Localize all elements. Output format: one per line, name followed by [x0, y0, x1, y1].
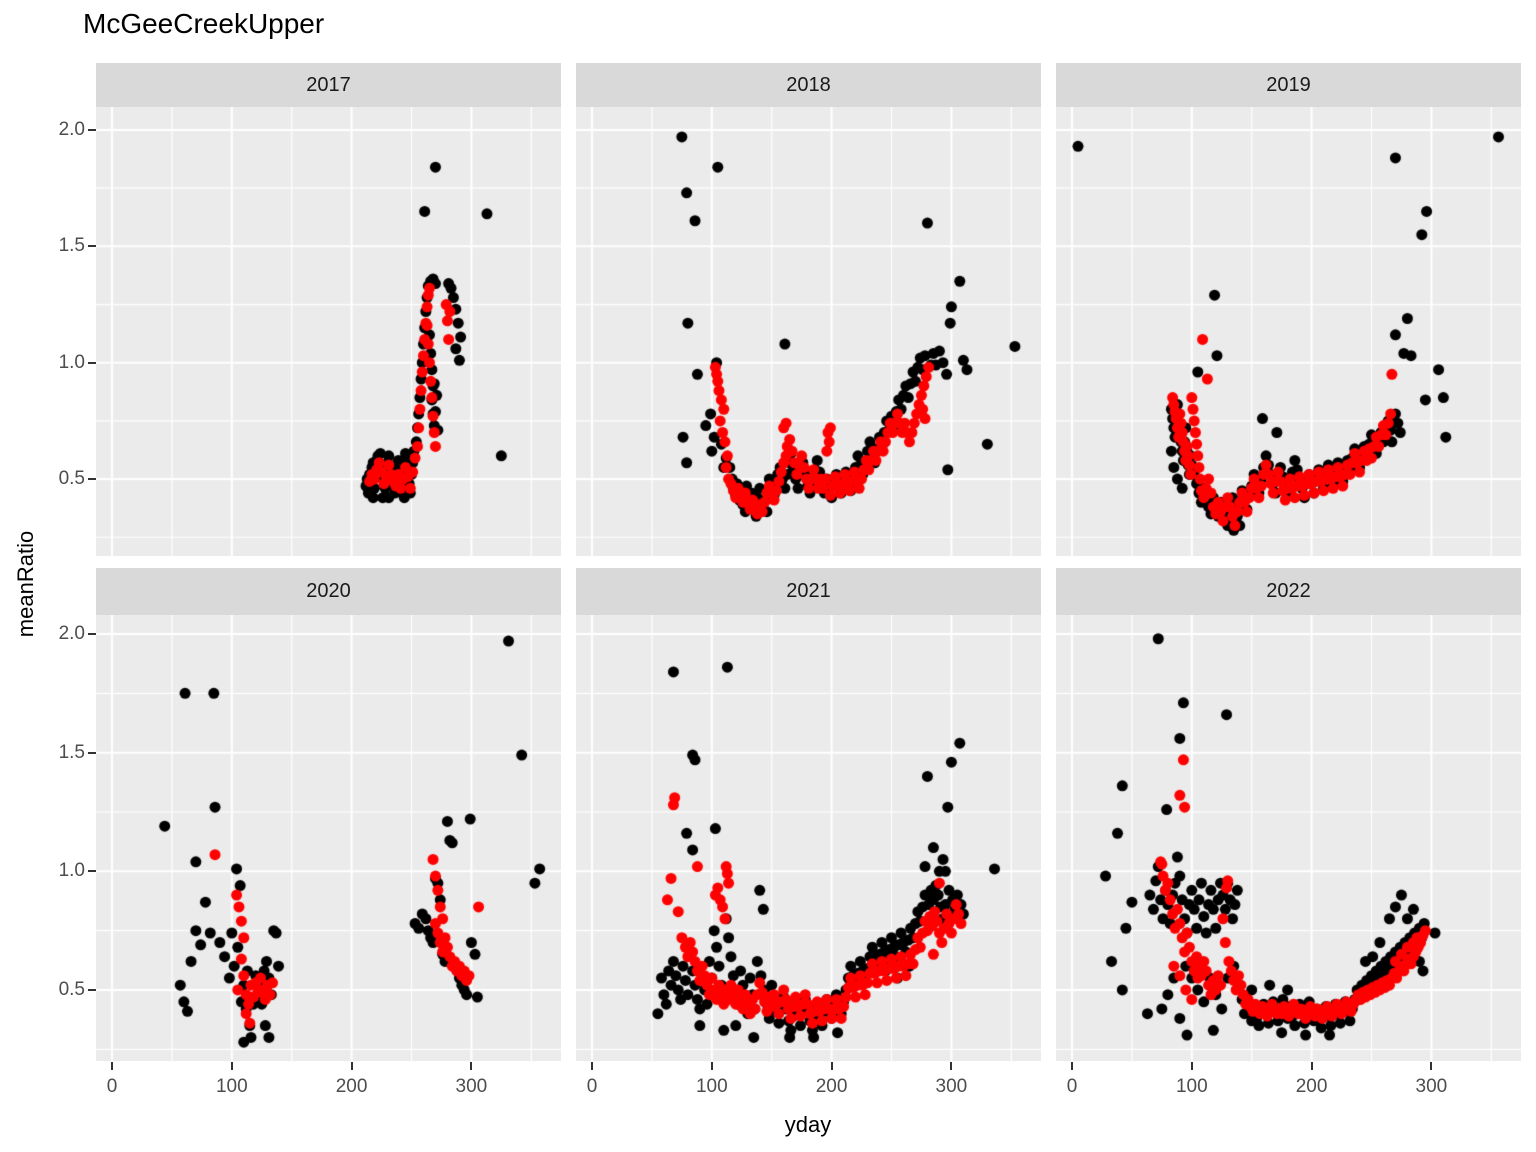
x-tick-mark — [230, 1062, 233, 1070]
y-tick-mark — [88, 633, 96, 635]
facet-strip-2020: 2020 — [96, 568, 561, 615]
facet-strip-2019: 2019 — [1056, 63, 1521, 107]
facet-strip-2022: 2022 — [1056, 568, 1521, 615]
x-tick-mark — [830, 1062, 833, 1070]
facet-panel-2018 — [576, 107, 1041, 556]
y-tick-label: 1.5 — [58, 741, 85, 763]
x-tick-label: 0 — [586, 1076, 598, 1097]
x-tick-label: 100 — [695, 1076, 728, 1097]
y-tick-mark — [88, 988, 96, 991]
x-tick-mark — [350, 1062, 353, 1070]
x-tick-label: 200 — [815, 1076, 848, 1097]
facet-panel-2021 — [576, 615, 1041, 1061]
facet-canvas-2021 — [576, 615, 1041, 1061]
x-tick-label: 0 — [106, 1076, 118, 1097]
y-tick-mark — [88, 751, 96, 754]
facet-strip-2017: 2017 — [96, 63, 561, 107]
facet-canvas-2019 — [1056, 107, 1521, 556]
y-tick-label: 2.0 — [58, 623, 85, 644]
facet-canvas-2017 — [96, 107, 561, 556]
x-tick-mark — [1310, 1062, 1313, 1070]
x-tick-label: 300 — [455, 1076, 488, 1097]
x-tick-mark — [591, 1062, 593, 1070]
y-tick-label: 2.0 — [58, 119, 85, 140]
y-tick-mark — [88, 129, 96, 131]
x-tick-mark — [470, 1062, 473, 1070]
x-tick-label: 200 — [335, 1076, 368, 1097]
x-axis-title: yday — [784, 1112, 832, 1137]
x-tick-label: 300 — [935, 1076, 968, 1097]
y-tick-label: 1.0 — [58, 860, 85, 882]
facet-panel-2020 — [96, 615, 561, 1061]
x-tick-mark — [950, 1062, 953, 1070]
y-tick-mark — [88, 478, 96, 481]
y-tick-label: 1.5 — [58, 235, 85, 257]
facet-panel-2022 — [1056, 615, 1521, 1061]
y-tick-label: 0.5 — [58, 978, 85, 1000]
x-tick-mark — [1071, 1062, 1073, 1070]
x-tick-mark — [710, 1062, 713, 1070]
y-axis-title: meanRatio — [13, 530, 38, 638]
x-tick-label: 100 — [1175, 1076, 1208, 1097]
y-tick-mark — [88, 361, 96, 364]
facet-strip-2021: 2021 — [576, 568, 1041, 615]
facet-panel-2019 — [1056, 107, 1521, 556]
x-tick-label: 200 — [1295, 1076, 1328, 1097]
y-tick-label: 0.5 — [58, 468, 85, 490]
facet-canvas-2020 — [96, 615, 561, 1061]
x-tick-label: 100 — [215, 1076, 248, 1097]
facet-panel-2017 — [96, 107, 561, 556]
facet-canvas-2018 — [576, 107, 1041, 556]
facet-canvas-2022 — [1056, 615, 1521, 1061]
y-tick-label: 1.0 — [58, 351, 85, 373]
x-tick-mark — [1430, 1062, 1433, 1070]
x-tick-mark — [111, 1062, 113, 1070]
y-tick-mark — [88, 245, 96, 248]
y-tick-mark — [88, 870, 96, 873]
x-tick-label: 300 — [1415, 1076, 1448, 1097]
x-tick-label: 0 — [1066, 1076, 1078, 1097]
facet-strip-2018: 2018 — [576, 63, 1041, 107]
x-tick-mark — [1190, 1062, 1193, 1070]
plot-title: McGeeCreekUpper — [83, 8, 325, 39]
